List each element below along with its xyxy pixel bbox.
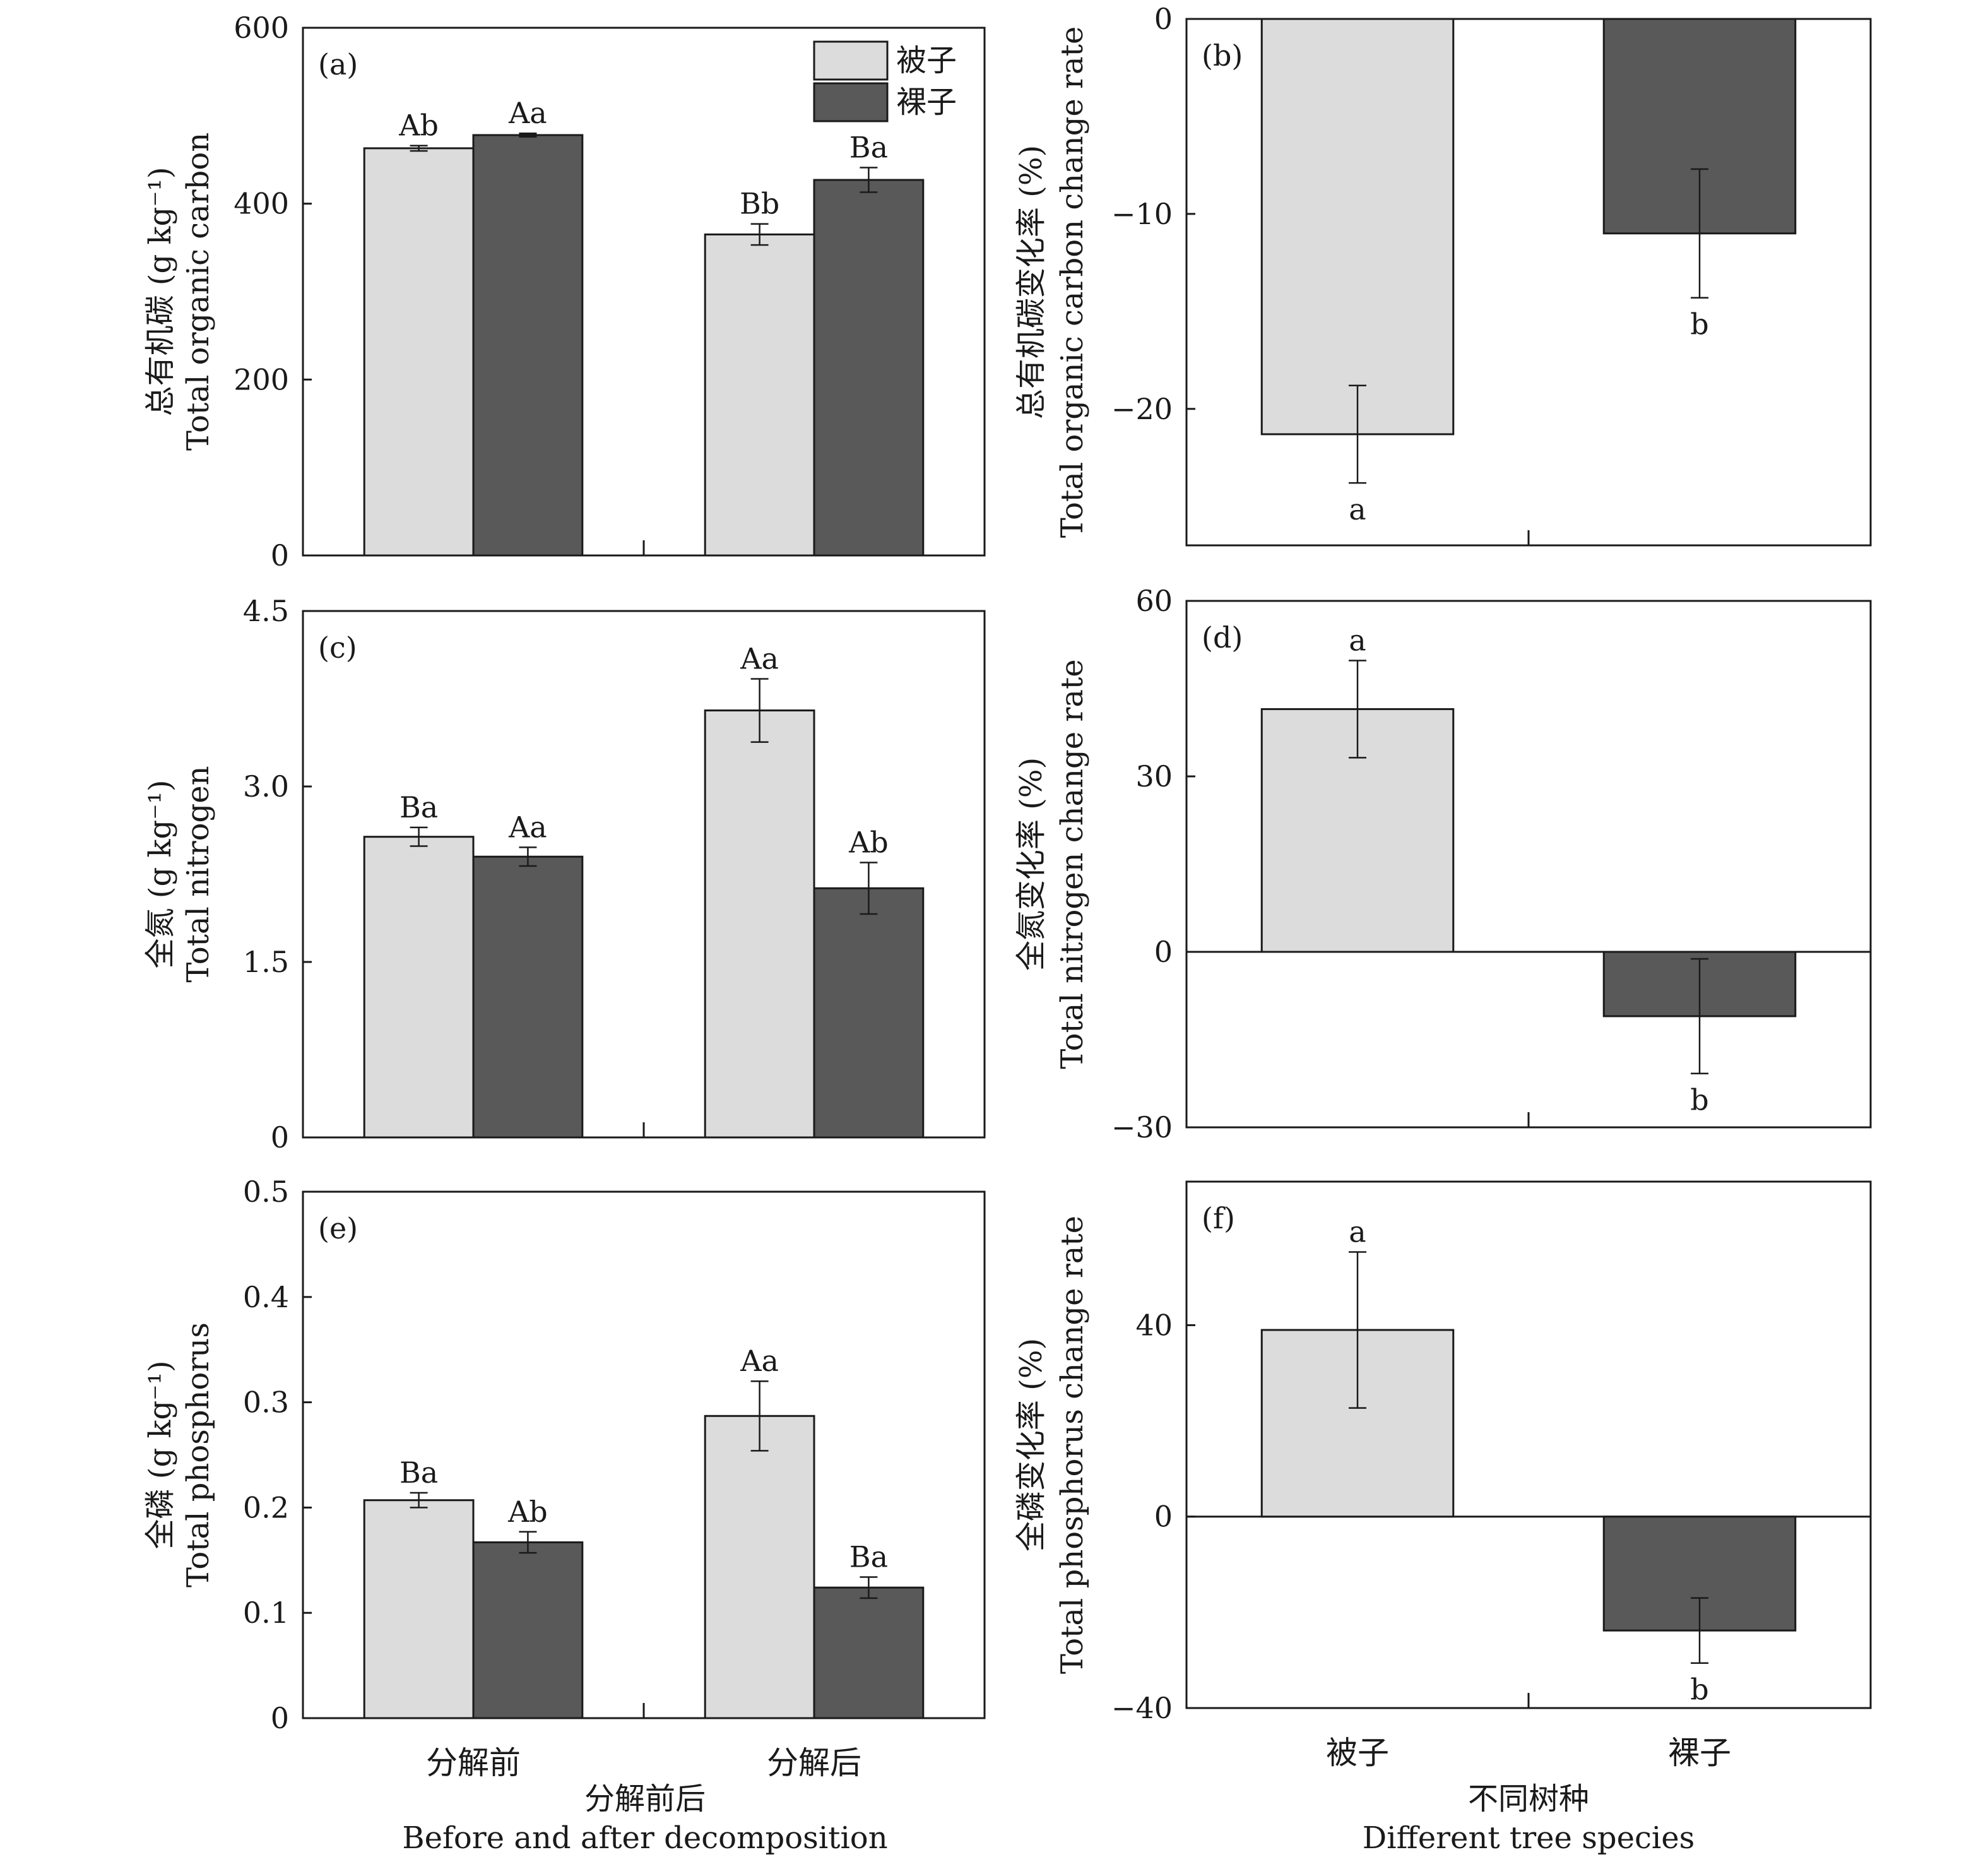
y-tick-label: 0 bbox=[1154, 935, 1173, 969]
y-tick-label: 200 bbox=[234, 362, 289, 396]
y-tick-label: 0 bbox=[271, 1120, 289, 1154]
y-tick-label: 30 bbox=[1135, 759, 1173, 793]
y-title-zh: 全氮 (g kg⁻¹) bbox=[143, 780, 178, 968]
panel-e: 0 0.1 0.2 0.3 0.4 0.5 Ba Ab Aa Ba (e) 全磷 (g kg⁻¹) To… bbox=[143, 1175, 986, 1781]
y-tick-label: 1.5 bbox=[243, 945, 289, 979]
y-title-en: Total nitrogen change rate bbox=[1055, 659, 1090, 1069]
significance-label: Aa bbox=[508, 96, 547, 130]
y-tick-label: 3.0 bbox=[243, 769, 289, 804]
y-tick-label: 4.5 bbox=[243, 594, 289, 628]
y-tick-label: 0.5 bbox=[243, 1175, 289, 1209]
legend-label: 裸子 bbox=[896, 85, 957, 120]
significance-label: Ba bbox=[399, 790, 438, 824]
significance-label: Ab bbox=[398, 109, 439, 143]
y-tick-label: 0 bbox=[1154, 1500, 1173, 1534]
y-tick-label: 0 bbox=[1154, 2, 1173, 36]
y-tick-label: 0.2 bbox=[243, 1490, 289, 1524]
y-tick-label: −30 bbox=[1111, 1110, 1173, 1144]
y-title-en: Total organic carbon change rate bbox=[1055, 27, 1090, 538]
significance-label: Ba bbox=[849, 1540, 888, 1574]
significance-label: b bbox=[1690, 1083, 1708, 1117]
y-title-en: Total phosphorus change rate bbox=[1055, 1216, 1090, 1674]
y-tick-label: 40 bbox=[1135, 1308, 1173, 1342]
significance-label: Ba bbox=[399, 1456, 438, 1490]
panel-label: (b) bbox=[1202, 39, 1243, 73]
panel-b: −20 −10 0 a b (b) 总有机碳变化率 (%) Total organic car… bbox=[1014, 2, 1872, 547]
panel-c: 0 1.5 3.0 4.5 Ba Aa Aa Ab (c) 全氮 (g kg⁻¹) Total ni… bbox=[143, 594, 986, 1154]
y-tick-label: 0.4 bbox=[243, 1280, 289, 1314]
bar bbox=[1260, 18, 1455, 436]
bar bbox=[704, 709, 815, 1139]
bar bbox=[472, 134, 584, 557]
y-title-zh: 总有机碳 (g kg⁻¹) bbox=[143, 167, 178, 416]
y-tick-label: 0 bbox=[271, 1701, 289, 1735]
bar bbox=[813, 887, 925, 1139]
panel-label: (f) bbox=[1202, 1201, 1235, 1235]
legend-label: 被子 bbox=[896, 43, 957, 78]
y-tick-label: 0.3 bbox=[243, 1385, 289, 1420]
y-title-zh: 全磷 (g kg⁻¹) bbox=[143, 1360, 178, 1549]
bar bbox=[363, 147, 475, 557]
significance-label: Ba bbox=[849, 131, 888, 165]
bar bbox=[472, 855, 584, 1139]
panel-label: (c) bbox=[318, 631, 357, 665]
panel-label: (d) bbox=[1202, 620, 1243, 655]
x-tick-label: 被子 bbox=[1326, 1735, 1389, 1771]
y-tick-label: −40 bbox=[1111, 1691, 1173, 1725]
y-title-zh: 总有机碳变化率 (%) bbox=[1014, 145, 1049, 419]
panel-f: −40 0 40 a b (f) 全磷变化率 (%) Total phosphorus cha… bbox=[1014, 1180, 1872, 1771]
panel-label: (e) bbox=[318, 1211, 358, 1245]
significance-label: Bb bbox=[740, 187, 779, 221]
y-tick-label: −20 bbox=[1111, 392, 1173, 426]
x-title-left-zh: 分解前后 bbox=[584, 1781, 706, 1817]
significance-label: b bbox=[1690, 1673, 1708, 1707]
panel-a: 0 200 400 600 Ab Aa Bb Ba (a) 总有机碳 (g kg⁻¹) Total … bbox=[143, 11, 986, 573]
y-title-en: Total nitrogen bbox=[180, 766, 216, 982]
y-tick-label: 600 bbox=[234, 11, 289, 45]
x-tick-label: 分解前 bbox=[426, 1745, 521, 1781]
significance-label: Aa bbox=[740, 1344, 779, 1378]
significance-label: Ab bbox=[848, 825, 889, 859]
y-title-zh: 全氮变化率 (%) bbox=[1014, 757, 1049, 971]
y-title-zh: 全磷变化率 (%) bbox=[1014, 1338, 1049, 1551]
bar bbox=[813, 1586, 925, 1719]
bar bbox=[363, 1499, 475, 1719]
x-title-right-en: Different tree species bbox=[1363, 1820, 1695, 1856]
bar bbox=[813, 179, 925, 557]
x-title-left-en: Before and after decomposition bbox=[402, 1820, 887, 1856]
x-tick-label: 分解后 bbox=[767, 1745, 861, 1781]
x-axis-titles: 分解前后 Before and after decomposition 不同树种… bbox=[402, 1781, 1695, 1856]
y-tick-label: 400 bbox=[234, 187, 289, 221]
bar bbox=[363, 836, 475, 1139]
significance-label: a bbox=[1349, 492, 1366, 526]
significance-label: Aa bbox=[508, 810, 547, 844]
x-tick-label: 裸子 bbox=[1668, 1735, 1731, 1771]
bar bbox=[472, 1541, 584, 1719]
y-tick-label: 60 bbox=[1135, 584, 1173, 618]
y-tick-label: 0 bbox=[271, 538, 289, 573]
y-title-en: Total organic carbon bbox=[180, 133, 216, 451]
significance-label: b bbox=[1690, 307, 1708, 341]
significance-label: a bbox=[1349, 624, 1366, 658]
bar bbox=[704, 233, 815, 557]
significance-label: Aa bbox=[740, 641, 779, 675]
panel-d: −30 0 30 60 a b (d) 全氮变化率 (%) Total nitrogen cha… bbox=[1014, 584, 1872, 1144]
y-tick-label: 0.1 bbox=[243, 1596, 289, 1630]
significance-label: Ab bbox=[507, 1495, 548, 1529]
legend-swatch bbox=[813, 40, 889, 81]
x-title-right-zh: 不同树种 bbox=[1468, 1781, 1589, 1817]
y-tick-label: −10 bbox=[1111, 197, 1173, 231]
bar bbox=[704, 1415, 815, 1719]
significance-label: a bbox=[1349, 1214, 1366, 1249]
panel-label: (a) bbox=[318, 47, 358, 81]
y-title-en: Total phosphorus bbox=[180, 1322, 216, 1587]
legend-swatch bbox=[813, 82, 889, 122]
